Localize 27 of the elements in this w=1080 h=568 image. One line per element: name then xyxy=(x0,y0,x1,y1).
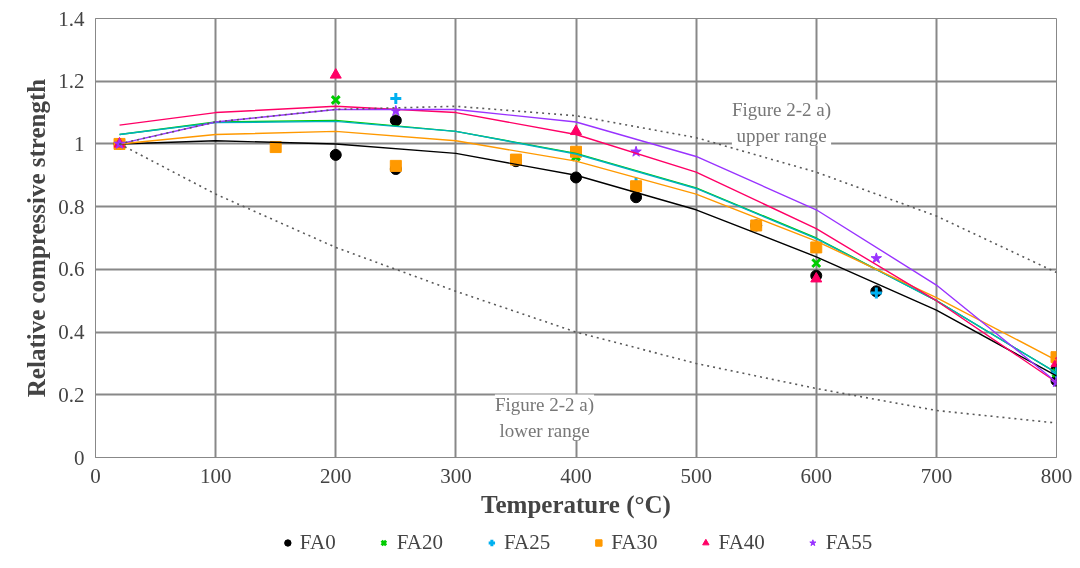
x-tick-label: 800 xyxy=(1040,463,1073,488)
y-tick-label: 0 xyxy=(74,445,85,470)
y-tick-label: 0.4 xyxy=(58,320,85,345)
legend-label: FA40 xyxy=(718,529,765,555)
x-tick-label: 500 xyxy=(680,463,712,488)
legend-label: FA30 xyxy=(611,529,658,555)
x-tick-label: 100 xyxy=(199,463,232,488)
x-tick-label: 600 xyxy=(800,463,832,488)
x-tick-label: 200 xyxy=(320,463,352,488)
annotation: Figure 2-2 a) lower range xyxy=(494,394,595,441)
y-tick-label: 1.2 xyxy=(58,69,85,94)
x-axis-title: Temperature (°C) xyxy=(481,490,671,519)
annotation: Figure 2-2 a) upper range xyxy=(731,99,832,146)
x-tick-label: 300 xyxy=(440,463,472,488)
legend-label: FA0 xyxy=(299,529,336,555)
y-tick-label: 0.6 xyxy=(58,257,85,282)
y-tick-label: 0.8 xyxy=(58,194,85,219)
x-tick-label: 400 xyxy=(560,463,592,488)
y-tick-label: 1 xyxy=(74,131,85,156)
legend-label: FA55 xyxy=(825,529,873,555)
legend-label: FA25 xyxy=(503,529,551,555)
legend-label: FA20 xyxy=(396,529,443,555)
x-tick-label: 0 xyxy=(90,463,101,488)
y-tick-label: 0.2 xyxy=(58,382,85,407)
y-axis-title: Relative compressive strength xyxy=(23,78,51,398)
x-tick-label: 700 xyxy=(920,463,953,488)
y-tick-label: 1.4 xyxy=(58,6,85,31)
